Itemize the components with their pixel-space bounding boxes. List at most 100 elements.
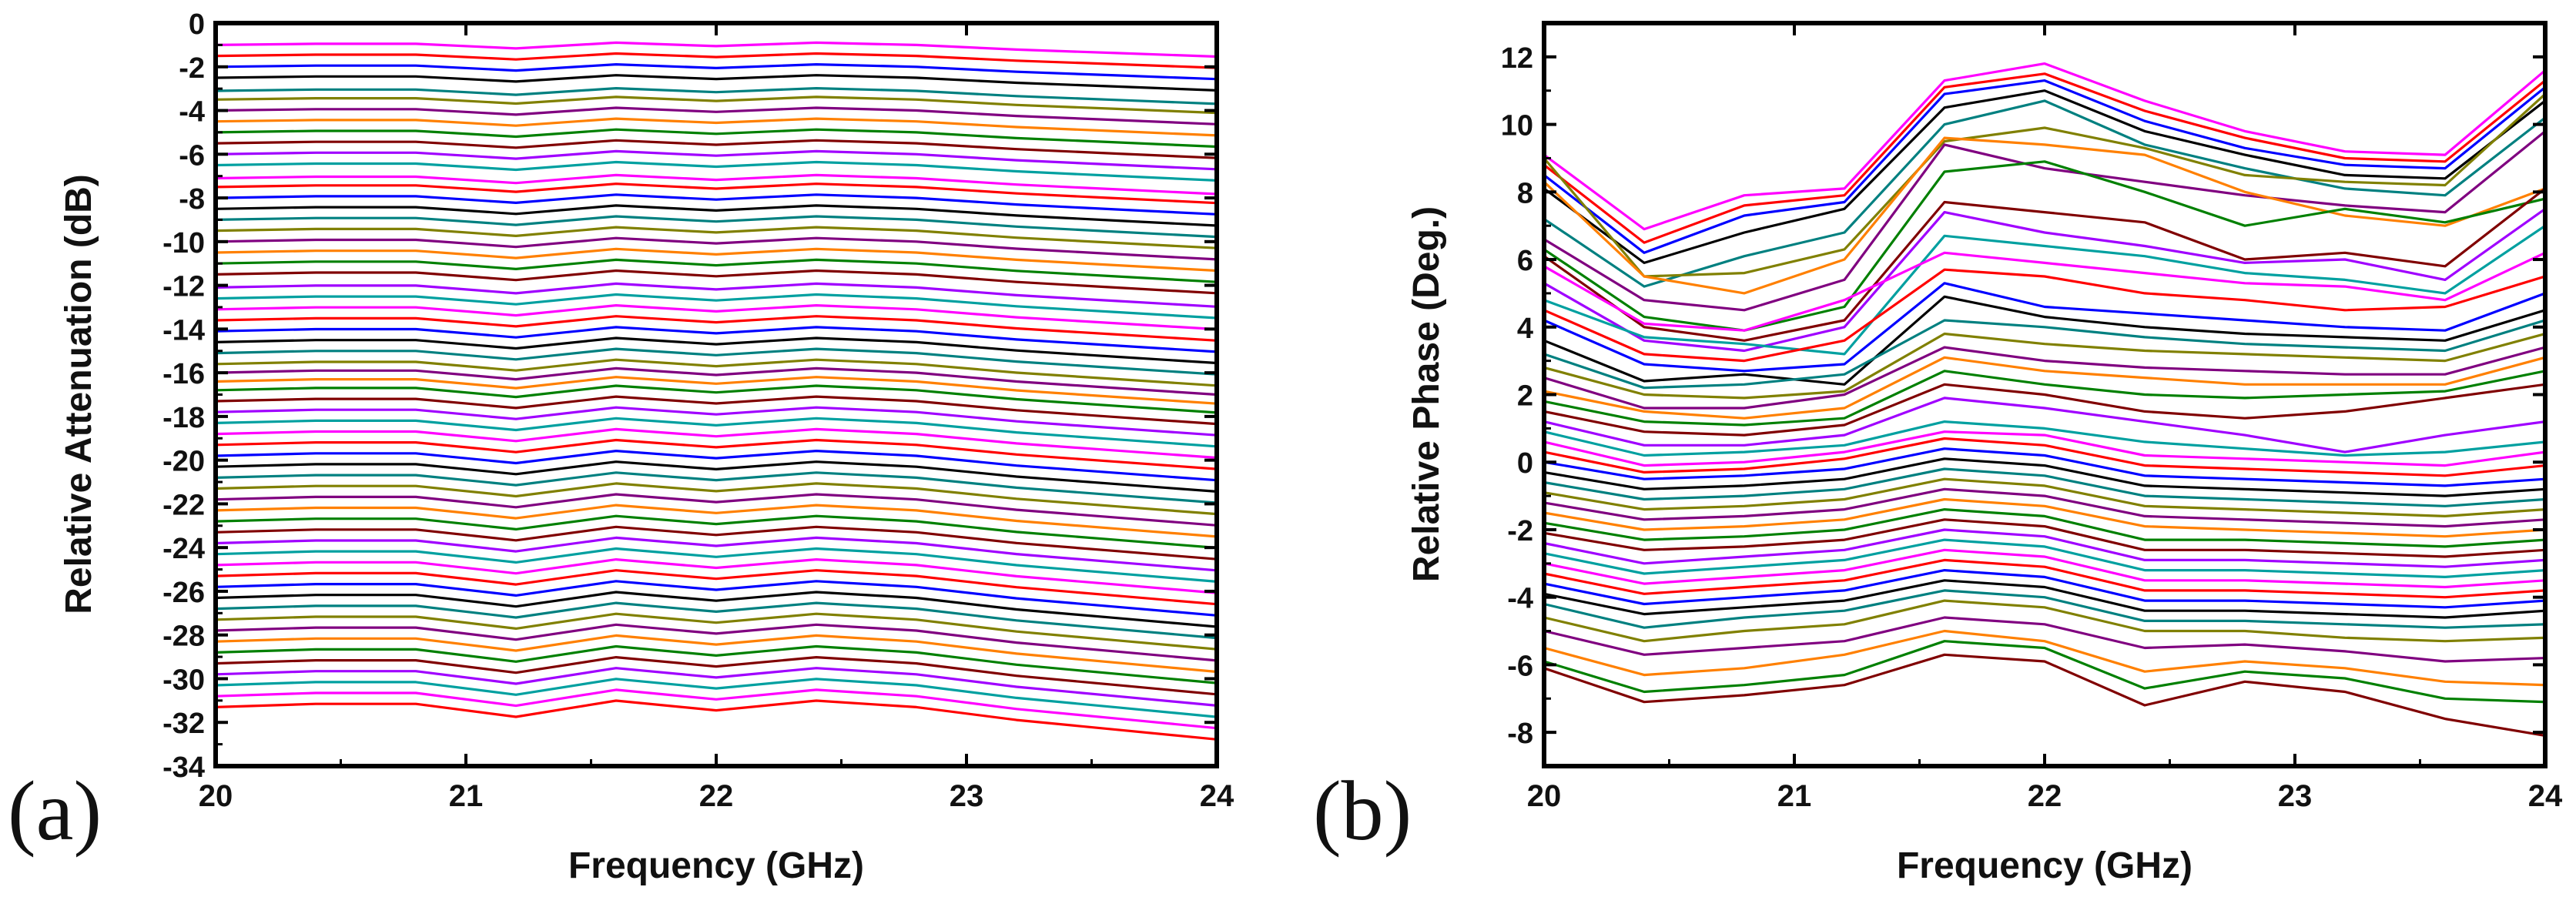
panel-a-x-tick-label: 24 bbox=[1200, 779, 1234, 813]
panel-a-y-tick-label: -16 bbox=[162, 358, 205, 390]
panel-a-series-line-11 bbox=[215, 149, 1218, 171]
panel-a-series-line-47 bbox=[215, 536, 1218, 572]
panel-b-series-line-46 bbox=[1543, 653, 2546, 738]
panel-b-series-line-28 bbox=[1543, 457, 2546, 497]
panel-a-y-tick-label: -4 bbox=[179, 96, 205, 129]
panel-a-series-line-33 bbox=[215, 384, 1218, 414]
panel-b-y-tick-label: 10 bbox=[1501, 110, 1533, 142]
panel-a-series-line-14 bbox=[215, 182, 1218, 205]
panel-a-series-line-58 bbox=[215, 655, 1218, 696]
panel-a-series-line-48 bbox=[215, 547, 1218, 583]
panel-b-series-line-21 bbox=[1543, 370, 2546, 427]
panel-b-series-group bbox=[1543, 62, 2547, 738]
panel-b-series-line-32 bbox=[1543, 497, 2546, 538]
panel-a-y-axis-title: Relative Attenuation (dB) bbox=[59, 174, 99, 614]
panel-b-y-tick-label: 12 bbox=[1501, 42, 1533, 75]
panel-b-series-line-26 bbox=[1543, 437, 2546, 477]
panel-a-series-line-24 bbox=[215, 293, 1218, 320]
panel-a-y-tick-label: -6 bbox=[179, 139, 205, 172]
panel-a-x-axis-title: Frequency (GHz) bbox=[568, 845, 864, 886]
panel-b-y-tick-label: 8 bbox=[1517, 177, 1533, 209]
panel-a-series-line-59 bbox=[215, 667, 1218, 707]
panel-a-series-line-34 bbox=[215, 395, 1218, 426]
panel-b-y-tick-label: 4 bbox=[1517, 313, 1533, 345]
panel-b-series-line-11 bbox=[1543, 207, 2546, 353]
panel-b-series-line-44 bbox=[1543, 629, 2546, 687]
panel-b-series-line-22 bbox=[1543, 383, 2546, 437]
panel-a-x-tick-label: 20 bbox=[199, 779, 233, 813]
panel-a-series-line-37 bbox=[215, 427, 1218, 460]
panel-a-series-line-22 bbox=[215, 269, 1218, 295]
panel-a-series-line-1 bbox=[215, 41, 1218, 59]
panel-b-series-line-16 bbox=[1543, 295, 2546, 386]
panel-b-series-line-6 bbox=[1543, 92, 2547, 278]
panel-a-series-line-25 bbox=[215, 304, 1218, 331]
panel-b-series-line-20 bbox=[1543, 356, 2546, 420]
panel-b-series-line-7 bbox=[1543, 130, 2547, 312]
panel-b-series-line-15 bbox=[1543, 282, 2546, 373]
panel-a-y-tick-label: -14 bbox=[162, 314, 205, 346]
panel-a-series-line-4 bbox=[215, 74, 1218, 92]
panel-a-series-line-6 bbox=[215, 95, 1218, 115]
panel-a-series-line-28 bbox=[215, 336, 1218, 365]
panel-a-series-line-35 bbox=[215, 406, 1218, 437]
panel-a-y-tick-label: -12 bbox=[162, 271, 205, 303]
panel-a-ticks: 20 21 22 23 24 0 -2 -4 -6 -8 -10 -12 -14 -16 -18 -20 -22… bbox=[162, 8, 1234, 813]
panel-a-y-tick-label: -26 bbox=[162, 577, 205, 609]
panel-a-y-tick-label: -22 bbox=[162, 489, 205, 521]
panel-b-series-line-27 bbox=[1543, 447, 2546, 487]
panel-b-series-line-25 bbox=[1543, 430, 2546, 467]
panel-b-series-line-35 bbox=[1543, 528, 2546, 568]
panel-a-series-line-51 bbox=[215, 580, 1218, 617]
panel-a-series-line-40 bbox=[215, 460, 1218, 493]
panel-a-series-line-9 bbox=[215, 128, 1218, 149]
panel-b-series-line-42 bbox=[1543, 599, 2546, 643]
panel-a-series-line-27 bbox=[215, 326, 1218, 353]
panel-a-series-line-13 bbox=[215, 173, 1218, 196]
panel-b-series-line-2 bbox=[1543, 72, 2547, 244]
panel-b-series-line-39 bbox=[1543, 568, 2546, 609]
panel-b-series-line-41 bbox=[1543, 589, 2546, 629]
panel-b-series-line-45 bbox=[1543, 640, 2546, 704]
panel-a-series-line-31 bbox=[215, 366, 1218, 397]
panel-a-series-line-20 bbox=[215, 247, 1218, 273]
panel-a-y-tick-label: -34 bbox=[162, 751, 205, 784]
panel-a-series-line-29 bbox=[215, 347, 1218, 376]
panel-b-x-tick-label: 24 bbox=[2528, 779, 2563, 813]
panel-b-series-line-30 bbox=[1543, 477, 2546, 518]
panel-a-series-line-21 bbox=[215, 258, 1218, 283]
panel-b-series-line-36 bbox=[1543, 538, 2546, 579]
panel-b-x-tick-label: 21 bbox=[1777, 779, 1812, 813]
panel-b-x-axis-title: Frequency (GHz) bbox=[1897, 845, 2192, 886]
panel-a-series-line-16 bbox=[215, 204, 1218, 227]
panel-a-y-tick-label: -10 bbox=[162, 227, 205, 259]
panel-b-series-line-10 bbox=[1543, 187, 2546, 342]
panel-a-series-line-41 bbox=[215, 471, 1218, 504]
panel-a-series-line-44 bbox=[215, 504, 1218, 538]
panel-a-series-line-43 bbox=[215, 493, 1218, 527]
panel-a-series-line-62 bbox=[215, 699, 1218, 741]
panel-a-series-line-12 bbox=[215, 160, 1218, 182]
panel-a-series-line-38 bbox=[215, 438, 1218, 470]
panel-b-series-line-3 bbox=[1543, 79, 2547, 254]
panel-a-series-line-42 bbox=[215, 482, 1218, 516]
panel-a-series-group bbox=[215, 41, 1218, 741]
panel-a-series-line-57 bbox=[215, 644, 1218, 684]
panel-a-x-tick-label: 22 bbox=[699, 779, 734, 813]
panel-b-x-tick-label: 22 bbox=[2028, 779, 2062, 813]
panel-b-series-line-38 bbox=[1543, 558, 2546, 599]
panel-b-series-line-9 bbox=[1543, 160, 2546, 332]
panel-b-label: (b) bbox=[1313, 764, 1412, 858]
panel-a-series-line-7 bbox=[215, 106, 1218, 126]
panel-a-series-line-23 bbox=[215, 282, 1218, 308]
panel-a-y-tick-label: -28 bbox=[162, 621, 205, 653]
panel-a-series-line-15 bbox=[215, 193, 1218, 216]
panel-b-series-line-40 bbox=[1543, 579, 2546, 619]
panel-b-series-line-37 bbox=[1543, 548, 2546, 589]
panel-b-series-line-14 bbox=[1543, 268, 2546, 363]
panel-a-series-line-54 bbox=[215, 612, 1218, 651]
panel-b-series-line-31 bbox=[1543, 487, 2546, 528]
panel-b-series-line-4 bbox=[1543, 89, 2546, 264]
panel-a-series-line-53 bbox=[215, 601, 1218, 640]
